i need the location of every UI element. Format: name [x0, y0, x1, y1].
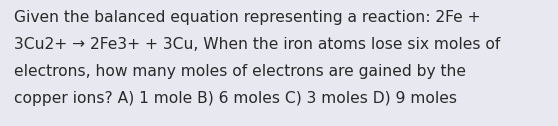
Text: copper ions? A) 1 mole B) 6 moles C) 3 moles D) 9 moles: copper ions? A) 1 mole B) 6 moles C) 3 m… — [14, 91, 457, 106]
Text: Given the balanced equation representing a reaction: 2Fe +: Given the balanced equation representing… — [14, 10, 480, 25]
Text: 3Cu2+ → 2Fe3+ + 3Cu, When the iron atoms lose six moles of: 3Cu2+ → 2Fe3+ + 3Cu, When the iron atoms… — [14, 37, 501, 52]
Text: electrons, how many moles of electrons are gained by the: electrons, how many moles of electrons a… — [14, 64, 466, 79]
